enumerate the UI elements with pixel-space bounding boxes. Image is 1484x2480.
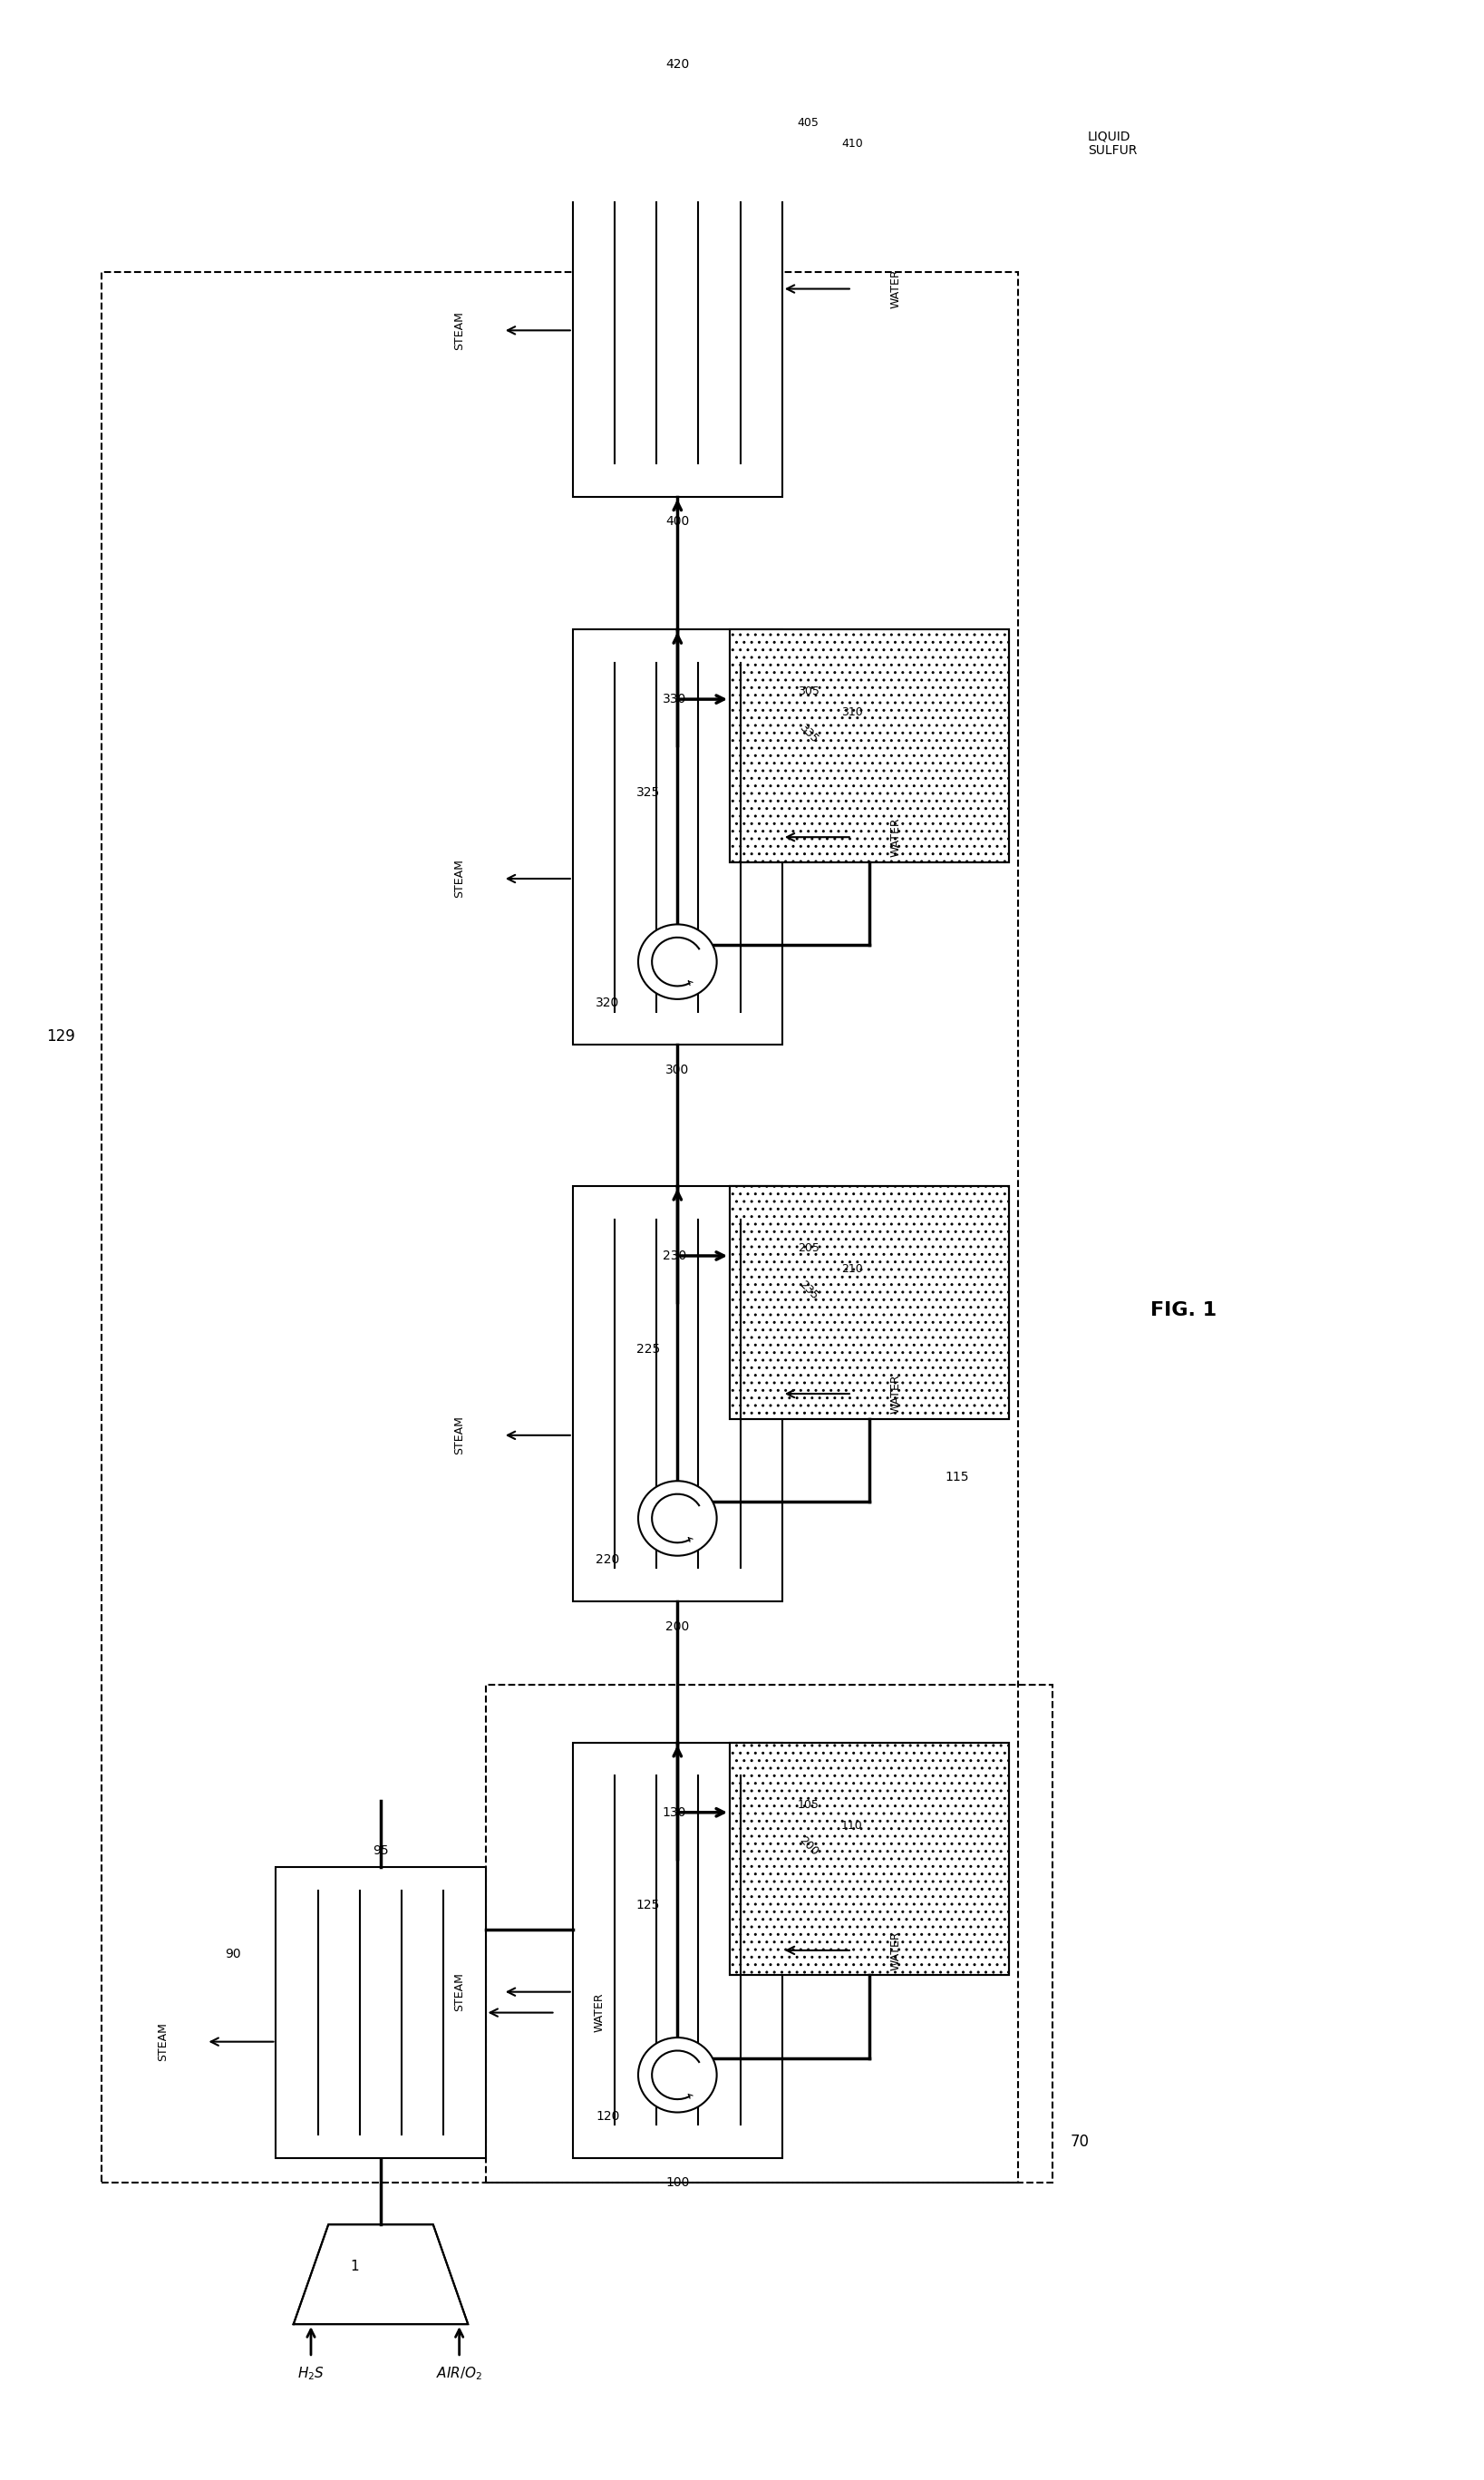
- Text: 330: 330: [662, 692, 686, 707]
- Text: 200: 200: [665, 1619, 690, 1632]
- Text: 220: 220: [595, 1552, 619, 1567]
- Bar: [101, 273, 1018, 2182]
- Text: WATER: WATER: [890, 818, 901, 858]
- Bar: [730, 1185, 1009, 1419]
- Bar: [573, 1743, 782, 2158]
- Text: 120: 120: [595, 2110, 620, 2123]
- Text: 105: 105: [797, 1798, 819, 1810]
- Text: $AIR/O_2$: $AIR/O_2$: [436, 2366, 482, 2383]
- Text: STEAM: STEAM: [454, 858, 464, 898]
- Text: 205: 205: [797, 1242, 819, 1255]
- Bar: [730, 1743, 1009, 1974]
- Text: 225: 225: [637, 1342, 660, 1354]
- Text: STEAM: STEAM: [454, 1972, 464, 2011]
- Text: 100: 100: [665, 2177, 690, 2190]
- Text: 420: 420: [665, 57, 690, 72]
- Text: 300: 300: [665, 1064, 690, 1076]
- Bar: [485, 1684, 1052, 2182]
- Bar: [276, 1867, 485, 2158]
- Polygon shape: [294, 2225, 467, 2324]
- Text: 95: 95: [372, 1845, 389, 1858]
- Text: 115: 115: [945, 1471, 969, 1483]
- Text: 110: 110: [841, 1820, 862, 1833]
- Text: 210: 210: [841, 1262, 862, 1275]
- Bar: [730, 1743, 1009, 1974]
- Text: STEAM: STEAM: [454, 1416, 464, 1456]
- Text: 129: 129: [46, 1029, 76, 1044]
- Text: WATER: WATER: [594, 1994, 605, 2034]
- Text: WATER: WATER: [890, 1374, 901, 1414]
- Text: 410: 410: [841, 136, 862, 149]
- Text: 130: 130: [662, 1805, 686, 1818]
- Text: STEAM: STEAM: [454, 310, 464, 350]
- Circle shape: [638, 925, 717, 999]
- Bar: [573, 1185, 782, 1602]
- Bar: [730, 1185, 1009, 1419]
- Text: 320: 320: [595, 997, 619, 1009]
- Text: FIG. 1: FIG. 1: [1150, 1302, 1217, 1319]
- Circle shape: [638, 1481, 717, 1555]
- Text: STEAM: STEAM: [157, 2021, 169, 2061]
- Circle shape: [638, 2039, 717, 2113]
- Text: 400: 400: [665, 516, 690, 528]
- Text: 310: 310: [841, 707, 862, 719]
- Text: 230: 230: [662, 1250, 686, 1262]
- Text: 200: 200: [797, 1835, 821, 1858]
- Text: WATER: WATER: [890, 1929, 901, 1969]
- Text: 305: 305: [797, 687, 819, 697]
- Text: 235: 235: [797, 1277, 821, 1302]
- Text: $H_2S$: $H_2S$: [297, 2366, 325, 2383]
- Text: 90: 90: [226, 1949, 240, 1962]
- Text: WATER: WATER: [890, 268, 901, 308]
- Bar: [730, 630, 1009, 863]
- Text: 405: 405: [797, 117, 819, 129]
- Bar: [730, 630, 1009, 863]
- Text: 335: 335: [797, 722, 821, 744]
- Bar: [573, 82, 782, 496]
- Text: 125: 125: [637, 1900, 660, 1912]
- Bar: [294, 0, 467, 40]
- Text: 1: 1: [350, 2259, 359, 2272]
- Text: 325: 325: [637, 786, 660, 799]
- Bar: [573, 630, 782, 1044]
- Text: LIQUID
SULFUR: LIQUID SULFUR: [1088, 129, 1137, 156]
- Text: 70: 70: [1070, 2133, 1089, 2150]
